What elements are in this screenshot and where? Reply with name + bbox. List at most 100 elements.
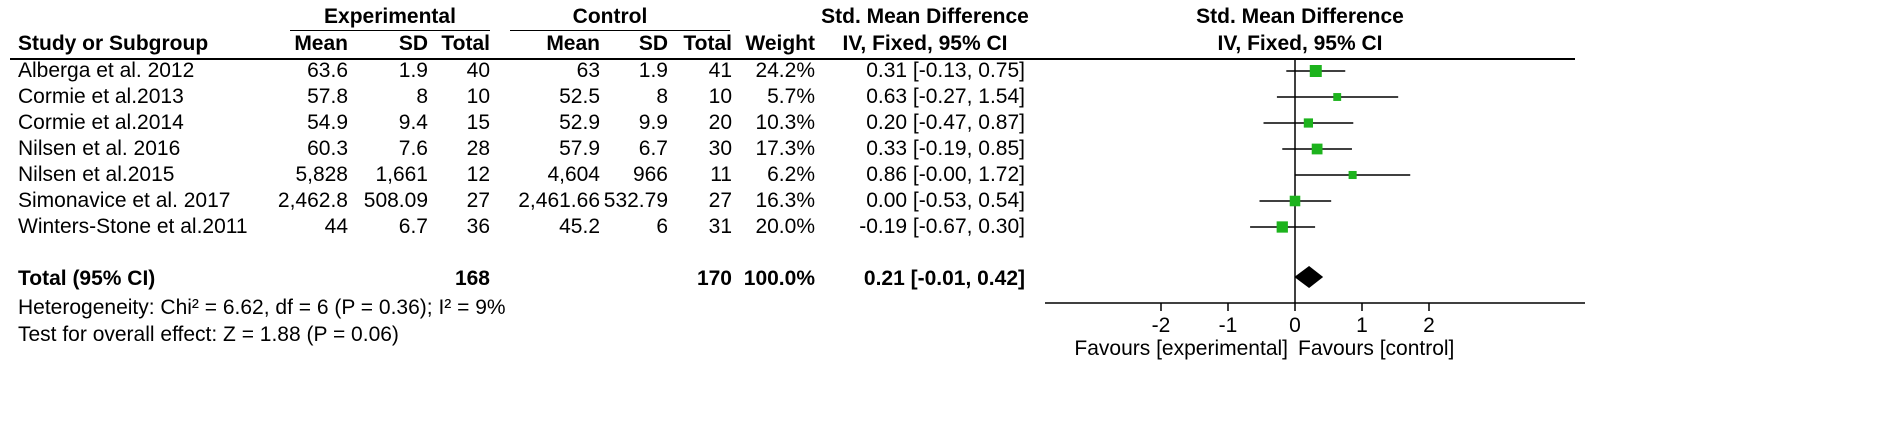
ctl-sd: 9.9 [638, 111, 668, 134]
exp-mean: 2,462.8 [277, 189, 348, 212]
method-plot-header: IV, Fixed, 95% CI [1217, 32, 1383, 55]
study-name: Nilsen et al.2015 [18, 163, 175, 186]
weight: 6.2% [767, 163, 815, 186]
ctl-total: 20 [708, 111, 732, 134]
total-exp: 168 [454, 267, 490, 290]
control-underline [510, 30, 730, 31]
x-tick-label: 1 [1356, 314, 1368, 337]
study-marker [1309, 65, 1322, 77]
favours-experimental: Favours [experimental] [1074, 337, 1288, 360]
exp-total-header: Total [441, 32, 490, 55]
ctl-total: 11 [710, 163, 732, 186]
study-column-header: Study or Subgroup [18, 32, 209, 55]
weight-header: Weight [745, 32, 815, 55]
weight: 20.0% [755, 215, 815, 238]
exp-total: 28 [466, 137, 490, 160]
ctl-sd: 6.7 [638, 137, 668, 160]
study-marker [1348, 170, 1357, 180]
effect-ci: 0.31 [-0.13, 0.75] [866, 59, 1025, 82]
exp-mean: 57.8 [307, 85, 348, 108]
weight: 5.7% [767, 85, 815, 108]
method-table-header: IV, Fixed, 95% CI [842, 32, 1008, 55]
study-marker [1289, 195, 1301, 207]
study-name: Nilsen et al. 2016 [18, 137, 181, 160]
smd-table-header: Std. Mean Difference [821, 5, 1029, 28]
exp-mean: 60.3 [307, 137, 348, 160]
weight: 10.3% [755, 111, 815, 134]
exp-total: 27 [466, 189, 490, 212]
ctl-total-header: Total [683, 32, 732, 55]
ctl-total: 27 [708, 189, 732, 212]
experimental-underline [290, 30, 490, 31]
exp-mean: 44 [324, 215, 348, 238]
exp-sd: 9.4 [398, 111, 428, 134]
control-header: Control [572, 5, 648, 28]
exp-sd: 8 [416, 85, 428, 108]
study-name: Cormie et al.2013 [18, 85, 184, 108]
ctl-mean: 57.9 [559, 137, 600, 160]
ctl-sd-header: SD [638, 32, 668, 55]
effect-ci: 0.86 [-0.00, 1.72] [866, 163, 1025, 186]
ctl-mean: 52.5 [559, 85, 600, 108]
header-rule [10, 58, 1575, 60]
effect-ci: 0.20 [-0.47, 0.87] [866, 111, 1025, 134]
study-name: Alberga et al. 2012 [18, 59, 195, 82]
ctl-sd: 966 [632, 163, 668, 186]
exp-total: 15 [466, 111, 490, 134]
study-name: Winters-Stone et al.2011 [18, 215, 248, 238]
exp-total: 10 [466, 85, 490, 108]
ctl-mean: 52.9 [559, 111, 600, 134]
effect-ci: 0.00 [-0.53, 0.54] [866, 189, 1025, 212]
ctl-mean-header: Mean [546, 32, 600, 55]
exp-sd: 6.7 [398, 215, 428, 238]
x-tick-label: 0 [1289, 314, 1301, 337]
exp-total: 12 [466, 163, 490, 186]
x-tick-label: 2 [1423, 314, 1435, 337]
total-ci: 0.21 [-0.01, 0.42] [863, 267, 1025, 290]
exp-total: 36 [466, 215, 490, 238]
exp-total: 40 [466, 59, 490, 82]
ctl-sd: 1.9 [638, 59, 668, 82]
study-name: Simonavice et al. 2017 [18, 189, 231, 212]
exp-sd-header: SD [398, 32, 428, 55]
ctl-mean: 2,461.66 [518, 189, 600, 212]
favours-control: Favours [control] [1298, 337, 1455, 360]
ctl-sd: 8 [656, 85, 668, 108]
experimental-header: Experimental [324, 5, 456, 28]
total-ctl: 170 [696, 267, 732, 290]
study-marker [1303, 118, 1314, 128]
effect-ci: 0.63 [-0.27, 1.54] [866, 85, 1025, 108]
ctl-total: 41 [708, 59, 732, 82]
ctl-mean: 63 [576, 59, 600, 82]
ctl-mean: 45.2 [559, 215, 600, 238]
x-tick-label: -1 [1219, 314, 1238, 337]
exp-mean-header: Mean [294, 32, 348, 55]
ctl-total: 30 [708, 137, 732, 160]
effect-ci: 0.33 [-0.19, 0.85] [866, 137, 1025, 160]
x-tick-label: -2 [1152, 314, 1171, 337]
exp-sd: 1,661 [375, 163, 428, 186]
total-weight: 100.0% [743, 267, 815, 290]
weight: 16.3% [755, 189, 815, 212]
pooled-diamond [1294, 266, 1324, 288]
weight: 17.3% [755, 137, 815, 160]
exp-mean: 63.6 [307, 59, 348, 82]
heterogeneity-text: Heterogeneity: Chi² = 6.62, df = 6 (P = … [18, 296, 506, 319]
exp-mean: 54.9 [307, 111, 348, 134]
exp-mean: 5,828 [295, 163, 348, 186]
weight: 24.2% [755, 59, 815, 82]
exp-sd: 508.09 [363, 189, 428, 212]
ctl-sd: 532.79 [603, 189, 668, 212]
study-name: Cormie et al.2014 [18, 111, 184, 134]
ctl-mean: 4,604 [547, 163, 600, 186]
ctl-sd: 6 [656, 215, 668, 238]
exp-sd: 7.6 [398, 137, 428, 160]
ctl-total: 31 [708, 215, 732, 238]
smd-plot-header: Std. Mean Difference [1196, 5, 1404, 28]
effect-ci: -0.19 [-0.67, 0.30] [859, 215, 1025, 238]
total-label: Total (95% CI) [18, 267, 156, 290]
exp-sd: 1.9 [398, 59, 428, 82]
overall-effect-text: Test for overall effect: Z = 1.88 (P = 0… [18, 323, 399, 346]
study-marker [1311, 143, 1323, 155]
